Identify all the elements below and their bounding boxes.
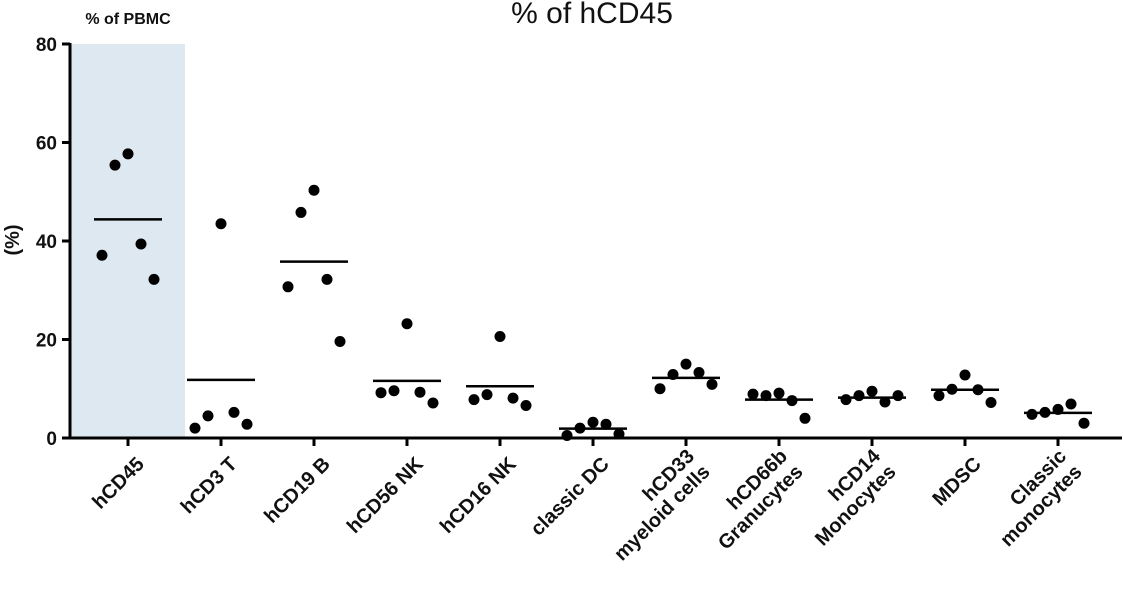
x-category-label-line: classic DC [527,453,614,540]
data-point [706,378,718,390]
data-point [799,412,811,424]
data-point [401,318,413,330]
data-point [202,410,214,422]
data-point [481,389,493,401]
category-group: hCD56 NK [343,318,441,538]
data-point [680,358,692,370]
data-point [96,249,108,261]
data-point [414,386,426,398]
x-category-label-line: hCD45 [88,453,148,513]
data-point [520,399,532,411]
data-point [853,390,865,402]
data-point [282,281,294,293]
x-category-label-line: hCD16 NK [436,453,521,538]
data-point [866,385,878,397]
data-point [654,383,666,395]
x-category-label: hCD56 NK [343,453,428,538]
x-category-label-line: hCD56 NK [343,453,428,538]
data-point [1065,398,1077,410]
data-point [760,390,772,402]
x-category-label: hCD3 T [177,453,242,518]
data-point [122,148,134,160]
y-axis-ticks: 0 20 40 60 80 [36,35,70,450]
data-point [135,238,147,250]
category-group: MDSC [929,369,999,510]
data-point [109,159,121,171]
y-tick-label: 0 [46,429,57,450]
data-point [241,418,253,430]
y-tick-label: 20 [36,331,57,352]
x-category-label: hCD16 NK [436,453,521,538]
x-category-label: Classicmonocytes [981,445,1087,551]
data-point [959,369,971,381]
data-point [494,331,506,343]
data-point [468,394,480,406]
y-tick-label: 80 [36,35,57,56]
data-point [507,392,519,404]
data-point [840,394,852,406]
data-point [972,384,984,396]
data-point [693,366,705,378]
chart-title: % of hCD45 [511,0,673,30]
category-group: Classicmonocytes [981,398,1092,551]
category-group: hCD14Monocytes [796,385,906,551]
data-point [613,428,625,440]
data-point [574,422,586,434]
highlight-band [70,44,185,438]
data-point [148,273,160,285]
data-point [388,385,400,397]
data-point [879,396,891,408]
data-point [334,335,346,347]
y-tick-label: 60 [36,134,57,155]
data-point [786,395,798,407]
data-point [295,206,307,218]
x-category-label: hCD14Monocytes [796,445,902,551]
x-category-label: hCD45 [88,453,148,513]
data-point [892,390,904,402]
x-category-label: classic DC [527,453,614,540]
data-point [375,387,387,399]
x-category-label-line: hCD3 T [177,453,242,518]
data-point [189,422,201,434]
data-point [1039,406,1051,418]
category-group: hCD19 B [260,184,348,528]
data-point [308,184,320,196]
data-point [667,368,679,380]
x-category-label: hCD66bGranucytes [699,445,808,554]
category-group: hCD16 NK [436,331,534,538]
data-point [933,390,945,402]
data-point [587,416,599,428]
data-point [747,388,759,400]
data-point [985,397,997,409]
category-group: hCD3 T [177,218,255,518]
data-point [215,218,227,230]
data-point [1052,403,1064,415]
x-category-label-line: MDSC [929,453,986,510]
data-point [600,418,612,430]
data-point [1026,408,1038,420]
data-point [228,406,240,418]
data-point [1078,417,1090,429]
x-category-label: hCD19 B [260,453,335,528]
x-category-label: hCD33myeloid cells [595,445,715,565]
data-point [561,430,573,442]
data-point [321,273,333,285]
highlight-label: % of PBMC [85,11,171,28]
category-group: hCD66bGranucytes [699,387,813,554]
x-category-label: MDSC [929,453,986,510]
y-tick-label: 40 [36,232,57,253]
category-group: classic DC [527,416,627,540]
data-point [773,387,785,399]
category-group: hCD33myeloid cells [595,358,720,565]
y-axis-label: (%) [2,224,24,255]
data-point [427,397,439,409]
data-point [946,383,958,395]
x-category-label-line: hCD19 B [260,453,335,528]
